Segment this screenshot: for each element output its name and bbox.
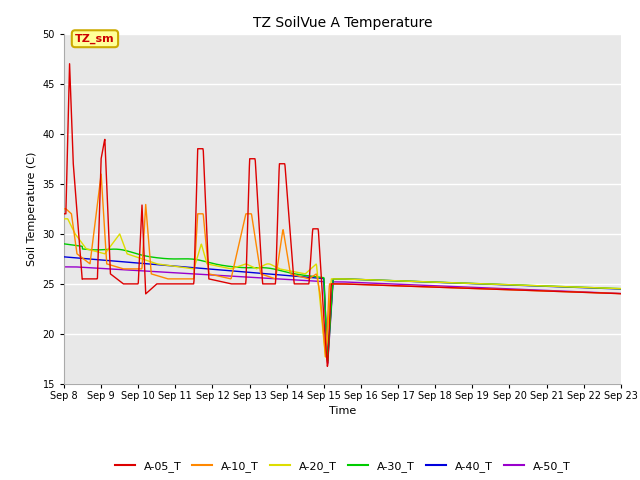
Title: TZ SoilVue A Temperature: TZ SoilVue A Temperature bbox=[253, 16, 432, 30]
Text: TZ_sm: TZ_sm bbox=[75, 34, 115, 44]
Legend: A-05_T, A-10_T, A-20_T, A-30_T, A-40_T, A-50_T: A-05_T, A-10_T, A-20_T, A-30_T, A-40_T, … bbox=[110, 457, 575, 477]
X-axis label: Time: Time bbox=[329, 407, 356, 417]
Y-axis label: Soil Temperature (C): Soil Temperature (C) bbox=[27, 152, 37, 266]
